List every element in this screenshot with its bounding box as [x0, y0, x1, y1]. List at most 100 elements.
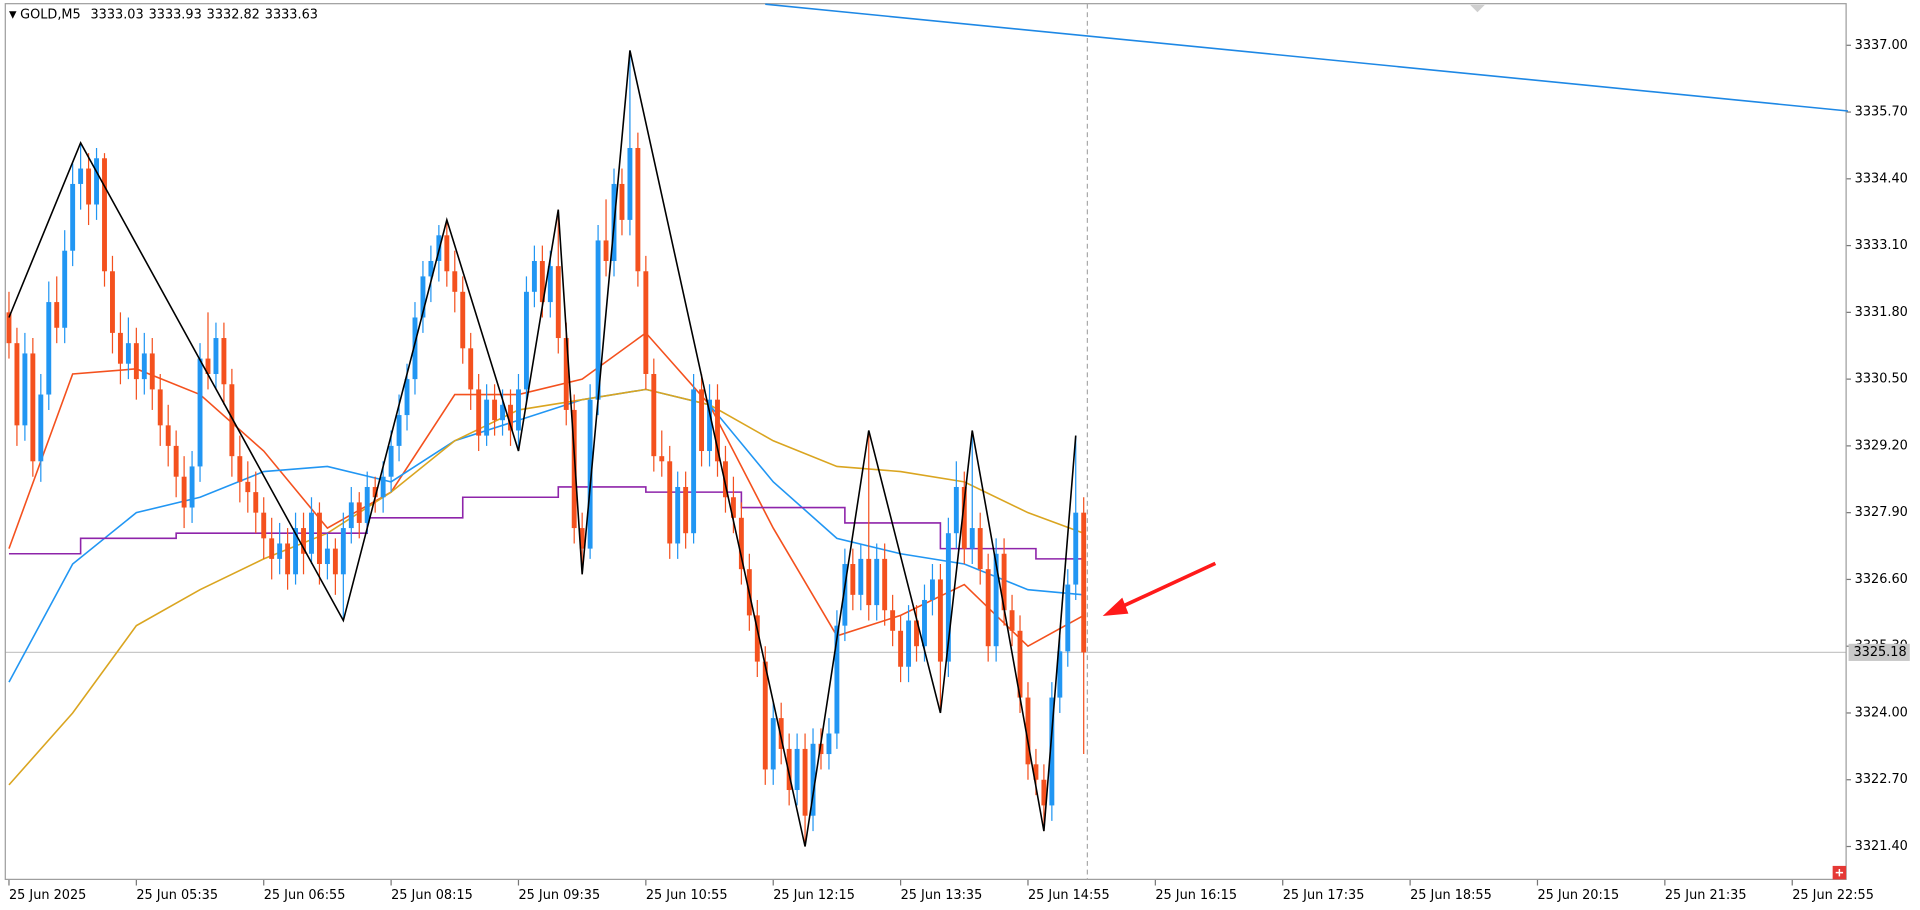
candle-body [444, 235, 450, 272]
candle-body [301, 528, 306, 554]
y-tick-label: 3337.00 [1855, 38, 1908, 53]
candle-body [762, 661, 768, 770]
candle-body [1017, 630, 1023, 698]
candle-body [165, 425, 171, 446]
candle-body [730, 497, 736, 518]
candle-body [1081, 512, 1087, 653]
candle-body [643, 271, 649, 374]
candle-body [125, 343, 131, 364]
candle-body [563, 338, 569, 410]
candle-body [492, 399, 498, 421]
indicator-line [765, 3, 1849, 112]
candle-body [890, 610, 896, 631]
candle-body [786, 748, 792, 791]
candle-body [715, 399, 720, 462]
x-tick-label: 25 Jun 10:55 [646, 888, 728, 903]
candle-body [500, 404, 505, 421]
candle-body [253, 492, 259, 513]
candle-body [86, 168, 92, 205]
header-close: 3333.63 [265, 7, 318, 22]
candle-body [102, 158, 107, 272]
menu-triangle[interactable]: ▼ [9, 10, 17, 21]
candle-body [619, 183, 625, 220]
x-tick-label: 25 Jun 14:55 [1028, 888, 1110, 903]
candle-body [707, 399, 712, 452]
candle-body [197, 358, 203, 467]
candle-body [1041, 779, 1047, 806]
indicator-line [8, 486, 1084, 560]
candle-body [316, 512, 322, 565]
header-low: 3332.82 [207, 7, 260, 22]
indicator-line [8, 331, 1085, 648]
x-tick-label: 25 Jun 18:55 [1410, 888, 1492, 903]
candle-body [667, 461, 673, 544]
candle-body [356, 502, 362, 523]
candle-body [977, 528, 983, 570]
candle-body [22, 353, 28, 426]
candle-body [1033, 764, 1039, 780]
y-tick-label: 3335.70 [1855, 105, 1908, 120]
y-tick-label: 3322.70 [1855, 772, 1908, 787]
candle-body [627, 147, 633, 220]
plot-frame [4, 3, 1847, 880]
candle-body [117, 332, 123, 364]
candle-body [587, 399, 593, 549]
x-tick-label: 25 Jun 21:35 [1665, 888, 1747, 903]
candle-body [348, 502, 354, 529]
y-tick-label: 3330.50 [1855, 372, 1908, 387]
candle-body [929, 579, 935, 600]
candle-body [221, 338, 227, 385]
candle-body [961, 486, 967, 549]
candle-body [54, 302, 60, 328]
header-high: 3333.93 [149, 7, 202, 22]
candle-body [874, 558, 880, 606]
candle-body [770, 718, 776, 770]
candle-body [340, 528, 346, 575]
candle-body [1049, 697, 1055, 806]
candle-body [1057, 651, 1063, 698]
candle-body [141, 353, 147, 380]
candle-body [428, 260, 434, 277]
candle-body [205, 358, 211, 374]
overlay-layer: 3325.18 [8, 3, 1910, 880]
candle-body [468, 348, 474, 390]
shift-marker [1470, 4, 1485, 13]
candle-body [603, 240, 609, 261]
candle-body [62, 250, 68, 328]
indicator-line [8, 50, 1077, 847]
candle-body [850, 564, 856, 595]
candle-body [229, 384, 235, 457]
x-tick-label: 25 Jun 08:15 [391, 888, 473, 903]
x-tick-label: 25 Jun 12:15 [773, 888, 855, 903]
candle-body [94, 158, 99, 205]
candle-body [1009, 610, 1015, 631]
candle-body [595, 240, 601, 400]
y-tick-label: 3321.40 [1855, 839, 1908, 854]
candle-body [555, 266, 561, 339]
candle-body [914, 620, 919, 647]
candle-body [523, 291, 529, 390]
arrow-head [1102, 597, 1129, 617]
candle-body [922, 599, 927, 647]
candle-body [324, 548, 330, 565]
candle-body [261, 512, 267, 539]
candle-body [46, 302, 52, 395]
candle-body [675, 486, 681, 544]
candle-body [810, 743, 816, 816]
candle-body [659, 456, 665, 462]
candle-body [866, 558, 872, 606]
y-tick-label: 3326.60 [1855, 572, 1908, 587]
candle-body [157, 389, 163, 426]
arrow-shaft [1116, 561, 1217, 611]
indicator-line [8, 388, 1084, 683]
candle-body [70, 183, 76, 251]
x-tick-label: 25 Jun 2025 [9, 888, 86, 903]
x-tick-label: 25 Jun 06:55 [264, 888, 346, 903]
symbol: GOLD,M5 [20, 7, 81, 22]
candle-body [38, 394, 44, 462]
candle-body [778, 718, 784, 749]
candle-body [651, 373, 657, 457]
candle-body [78, 168, 84, 184]
candle-body [364, 486, 370, 523]
